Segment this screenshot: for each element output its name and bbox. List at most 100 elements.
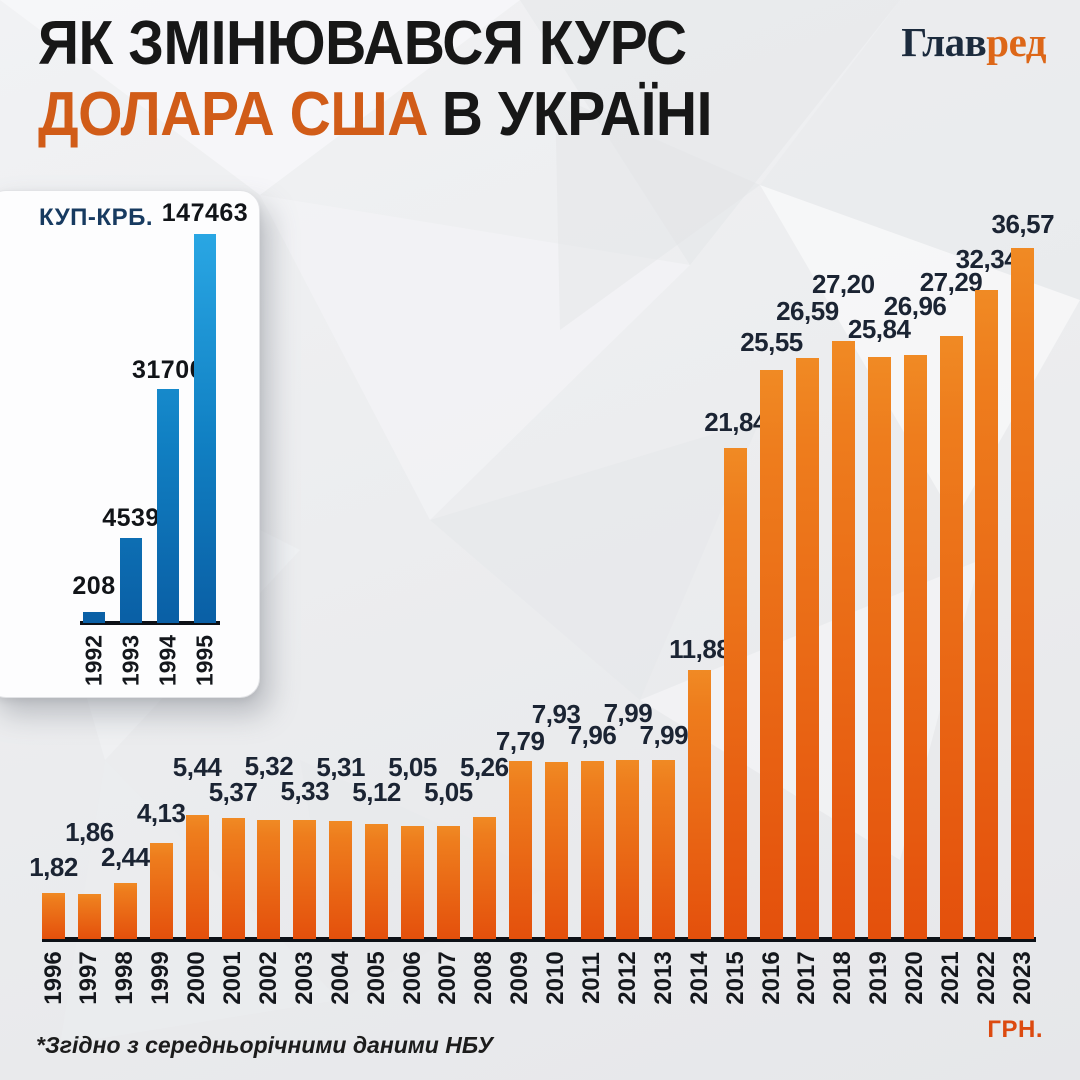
usd-uah-main-value-label: 7,99: [639, 720, 689, 750]
usd-uah-main-year-label: 2016: [757, 951, 785, 1005]
usd-uah-main-bar-2017: [795, 358, 819, 939]
usd-uah-main-value-label: 7,93: [531, 699, 581, 729]
usd-uah-main-value-label: 11,88: [669, 634, 731, 664]
usd-uah-main-year-label: 2019: [865, 951, 893, 1005]
usd-uah-main-bar-2016: [760, 370, 783, 939]
usd-uah-main-value-label: 5,26: [459, 752, 509, 782]
usd-uah-main-year-label: 2006: [398, 951, 426, 1005]
usd-uah-main-year-label: 2007: [434, 951, 462, 1005]
usd-uah-main-value-label: 21,84: [704, 407, 767, 437]
usd-uah-main-bar-2004: [329, 821, 353, 939]
usd-krb-inset-bar-1994: [157, 389, 179, 623]
usd-uah-main-value-label: 7,99: [603, 698, 653, 728]
usd-uah-main-year-label: 2014: [685, 951, 713, 1005]
usd-uah-main-bar-2003: [293, 820, 317, 939]
usd-uah-main-value-label: 1,82: [29, 852, 78, 882]
usd-krb-inset-axis: [80, 621, 220, 625]
usd-krb-inset-value-label: 4539: [102, 504, 160, 532]
usd-krb-inset-bar-1993: [120, 538, 142, 623]
logo-part-orange: ред: [986, 19, 1046, 65]
usd-uah-main-value-label: 26,59: [776, 296, 839, 326]
footnote: *Згідно з середньорічними даними НБУ: [36, 1032, 494, 1058]
usd-uah-main-bar-2008: [472, 817, 496, 939]
usd-uah-main-year-label: 2021: [937, 951, 964, 1005]
usd-uah-main-bar-1999: [149, 843, 173, 939]
unit-label: ГРН.: [987, 1016, 1043, 1043]
inset-chart-title: КУП-КРБ.: [39, 204, 153, 231]
usd-uah-main-bar-2023: [1011, 248, 1035, 939]
usd-uah-main-value-label: 25,84: [847, 314, 911, 344]
usd-uah-main-bar-2002: [257, 820, 281, 939]
usd-uah-main-value-label: 2,44: [100, 842, 150, 872]
usd-uah-main-value-label: 5,32: [244, 751, 294, 781]
usd-uah-main-value-label: 36,57: [991, 209, 1055, 239]
inset-chart-panel: КУП-КРБ. 208 1992 4539 1993 31700 1994 147463 1…: [0, 190, 260, 698]
usd-uah-main-year-label: 1999: [147, 951, 175, 1005]
usd-krb-inset-value-label: 147463: [161, 199, 249, 227]
usd-uah-main-year-label: 2017: [793, 951, 821, 1005]
usd-uah-main-value-label: 27,29: [919, 267, 983, 297]
usd-uah-main-value-label: 7,79: [495, 726, 545, 756]
title-line-1: ЯК ЗМІНЮВАВСЯ КУРС: [38, 9, 687, 78]
usd-uah-main-bar-2007: [436, 826, 460, 939]
usd-uah-main-bar-2001: [221, 818, 245, 939]
usd-uah-main-year-label: 2002: [254, 951, 282, 1005]
usd-uah-main-year-label: 2000: [183, 951, 211, 1005]
usd-uah-main-bar-2022: [975, 290, 999, 939]
usd-uah-main-year-label: 2005: [362, 951, 390, 1005]
usd-uah-main-value-label: 27,20: [812, 269, 875, 299]
usd-uah-main-year-label: 2020: [901, 951, 929, 1005]
usd-uah-main-bar-2006: [401, 826, 424, 939]
usd-uah-main-value-label: 4,13: [136, 798, 186, 828]
usd-uah-main-year-label: 2013: [649, 951, 677, 1005]
usd-uah-main-bar-2014: [688, 670, 712, 939]
usd-uah-main-year-label: 2010: [542, 951, 570, 1005]
usd-uah-main-year-label: 1998: [111, 951, 139, 1005]
usd-krb-inset-value-label: 31700: [131, 356, 205, 384]
usd-uah-main-value-label: 5,31: [316, 752, 365, 782]
usd-uah-main-year-label: 2004: [326, 951, 354, 1005]
usd-uah-main-year-label: 2018: [829, 951, 857, 1005]
usd-uah-main-year-label: 2009: [506, 951, 534, 1005]
usd-krb-inset-bar-1992: [83, 612, 105, 623]
usd-uah-main-bar-2020: [903, 355, 927, 939]
usd-uah-main-bar-2021: [939, 336, 963, 939]
title-highlight: ДОЛАРА США: [38, 80, 428, 149]
usd-uah-main-bar-2009: [508, 761, 532, 939]
usd-uah-main-value-label: 5,05: [388, 752, 437, 782]
usd-uah-main-year-label: 2003: [290, 951, 318, 1005]
usd-uah-main-year-label: 1997: [75, 951, 103, 1005]
usd-uah-main-bar-1998: [113, 883, 137, 939]
usd-uah-main-value-label: 7,96: [567, 720, 617, 750]
usd-uah-main-axis: [42, 937, 1036, 942]
usd-uah-main-bar-2018: [831, 341, 855, 939]
inset-chart: 208 1992 4539 1993 31700 1994 147463 1995: [0, 191, 259, 697]
usd-uah-main-value-label: 32,34: [955, 244, 1019, 274]
usd-uah-main-year-label: 2012: [613, 951, 641, 1005]
usd-uah-main-bar-2012: [616, 760, 640, 939]
usd-uah-main-bar-2015: [724, 448, 748, 939]
usd-uah-main-bar-2010: [544, 762, 568, 939]
usd-uah-main-bar-2000: [185, 815, 209, 939]
usd-uah-main-value-label: 5,12: [352, 777, 401, 807]
title-line-2: ДОЛАРА США В УКРАЇНІ: [38, 80, 712, 149]
usd-uah-main-value-label: 26,96: [883, 291, 947, 321]
usd-uah-main-value-label: 5,44: [172, 752, 222, 782]
usd-uah-main-bar-2013: [652, 760, 676, 939]
usd-uah-main-bar-2005: [365, 824, 389, 939]
usd-uah-main-year-label: 2011: [578, 951, 605, 1005]
usd-krb-inset-bar-1995: [194, 234, 216, 623]
usd-uah-main-value-label: 25,55: [740, 327, 803, 357]
usd-uah-main-value-label: 1,86: [65, 817, 114, 847]
logo-part-navy: Глав: [901, 19, 987, 65]
page-title: ЯК ЗМІНЮВАВСЯ КУРС ДОЛАРА США В УКРАЇНІ: [38, 8, 712, 150]
usd-uah-main-year-label: 2022: [972, 951, 1000, 1005]
usd-uah-main-bar-2019: [867, 357, 891, 939]
usd-uah-main-value-label: 5,33: [280, 776, 330, 806]
brand-logo: Главред: [901, 20, 1046, 64]
usd-uah-main-year-label: 2023: [1008, 951, 1036, 1005]
usd-uah-main-bar-2011: [580, 761, 604, 939]
usd-uah-main-bar-1996: [42, 893, 65, 939]
